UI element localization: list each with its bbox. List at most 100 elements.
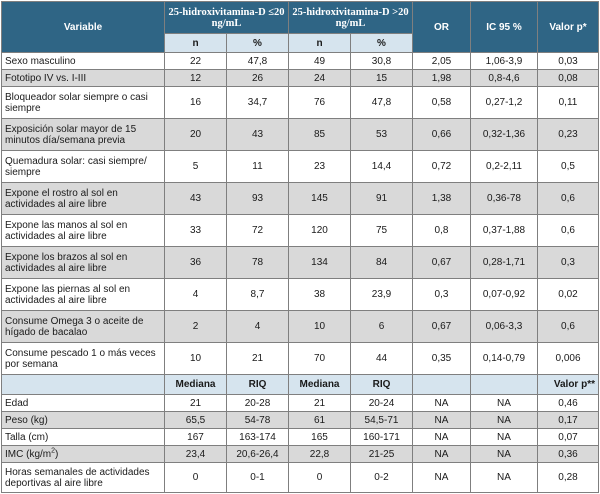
row-n-high: 145 <box>288 182 351 215</box>
table-row: Talla (cm) 167 163-174 165 160-171 NA NA… <box>1 428 599 446</box>
row-ic: 1,06-3,9 <box>470 52 538 70</box>
row-n-low: 36 <box>164 246 227 279</box>
imc-superscript: 2 <box>51 447 56 455</box>
row-n-high: 76 <box>288 86 351 119</box>
table-row: Consume pescado 1 o más veces por semana… <box>1 342 599 375</box>
row-pct-low: 26 <box>226 69 289 87</box>
row-pct-high: 91 <box>350 182 413 215</box>
row-ic: 0,36-78 <box>470 182 538 215</box>
table-row: Edad 21 20-28 21 20-24 NA NA 0,46 <box>1 394 599 412</box>
row-p: 0,006 <box>537 342 599 375</box>
table-row: Expone las piernas al sol en actividades… <box>1 278 599 311</box>
row-n-high: 24 <box>288 69 351 87</box>
row-pct-high: 15 <box>350 69 413 87</box>
row-pct-low: 4 <box>226 310 289 343</box>
row-riq-high: 160-171 <box>350 428 413 446</box>
row-ic: 0,06-3,3 <box>470 310 538 343</box>
row-pct-low: 93 <box>226 182 289 215</box>
row-pct-low: 43 <box>226 118 289 151</box>
table-row: Sexo masculino 22 47,8 49 30,8 2,05 1,06… <box>1 52 599 70</box>
row-p: 0,46 <box>537 394 599 412</box>
row-ic: 0,14-0,79 <box>470 342 538 375</box>
row-or: 1,98 <box>412 69 471 87</box>
row-p: 0,6 <box>537 182 599 215</box>
row-ic: 0,07-0,92 <box>470 278 538 311</box>
row-variable: Edad <box>1 394 165 412</box>
row-or: 0,67 <box>412 246 471 279</box>
row-pct-low: 47,8 <box>226 52 289 70</box>
row-pct-high: 14,4 <box>350 150 413 183</box>
row-pct-high: 47,8 <box>350 86 413 119</box>
row-p: 0,3 <box>537 246 599 279</box>
table-row: Bloqueador solar siempre o casi siempre … <box>1 86 599 119</box>
header-group-high: 25-hidroxivitamina-D >20 ng/mL <box>288 1 413 34</box>
row-p: 0,6 <box>537 214 599 247</box>
row-ic: 0,27-1,2 <box>470 86 538 119</box>
row-riq-low: 0-1 <box>226 462 289 493</box>
table-row: IMC (kg/m2) 23,4 20,6-26,4 22,8 21-25 NA… <box>1 445 599 463</box>
row-variable: Quemadura solar: casi siempre/ siempre <box>1 150 165 183</box>
row-p: 0,23 <box>537 118 599 151</box>
row-riq-low: 20-28 <box>226 394 289 412</box>
row-variable: Sexo masculino <box>1 52 165 70</box>
row-ic: NA <box>470 394 538 412</box>
row-pct-high: 30,8 <box>350 52 413 70</box>
row-or: 0,3 <box>412 278 471 311</box>
row-variable: Talla (cm) <box>1 428 165 446</box>
row-p: 0,36 <box>537 445 599 463</box>
row-variable: Expone el rostro al sol en actividades a… <box>1 182 165 215</box>
row-riq-low: 163-174 <box>226 428 289 446</box>
row-or: 2,05 <box>412 52 471 70</box>
table-row: Quemadura solar: casi siempre/ siempre 5… <box>1 150 599 183</box>
row-median-low: 0 <box>164 462 227 493</box>
row-riq-high: 21-25 <box>350 445 413 463</box>
row-pct-low: 11 <box>226 150 289 183</box>
row-p: 0,11 <box>537 86 599 119</box>
row-or: 0,8 <box>412 214 471 247</box>
subheader-median-low: Mediana <box>164 374 227 395</box>
row-variable-imc: IMC (kg/m2) <box>1 445 165 463</box>
subheader-blank <box>412 374 471 395</box>
row-variable: Bloqueador solar siempre o casi siempre <box>1 86 165 119</box>
row-variable: Expone las manos al sol en actividades a… <box>1 214 165 247</box>
table-row: Peso (kg) 65,5 54-78 61 54,5-71 NA NA 0,… <box>1 411 599 429</box>
subheader-blank <box>1 374 165 395</box>
subheader-pct-low: % <box>226 33 289 53</box>
row-n-low: 22 <box>164 52 227 70</box>
row-p: 0,17 <box>537 411 599 429</box>
row-ic: 0,8-4,6 <box>470 69 538 87</box>
row-pct-low: 72 <box>226 214 289 247</box>
row-or: NA <box>412 411 471 429</box>
row-variable: Exposición solar mayor de 15 minutos día… <box>1 118 165 151</box>
row-pct-high: 44 <box>350 342 413 375</box>
row-pct-high: 75 <box>350 214 413 247</box>
header-group-low: 25-hidroxivitamina-D ≤20 ng/mL <box>164 1 289 34</box>
table-row: Expone los brazos al sol en actividades … <box>1 246 599 279</box>
row-variable: Peso (kg) <box>1 411 165 429</box>
row-p: 0,6 <box>537 310 599 343</box>
row-pct-low: 21 <box>226 342 289 375</box>
row-pct-high: 84 <box>350 246 413 279</box>
row-variable: Horas semanales de actividades deportiva… <box>1 462 165 493</box>
row-riq-low: 54-78 <box>226 411 289 429</box>
subheader-p-median: Valor p** <box>537 374 599 395</box>
row-p: 0,28 <box>537 462 599 493</box>
row-or: NA <box>412 462 471 493</box>
row-riq-high: 20-24 <box>350 394 413 412</box>
row-n-high: 70 <box>288 342 351 375</box>
row-n-low: 20 <box>164 118 227 151</box>
row-p: 0,08 <box>537 69 599 87</box>
row-pct-high: 23,9 <box>350 278 413 311</box>
header-ic: IC 95 % <box>470 1 538 53</box>
row-median-high: 165 <box>288 428 351 446</box>
row-n-high: 120 <box>288 214 351 247</box>
imc-label: IMC (kg/m <box>5 448 52 460</box>
row-or: 0,66 <box>412 118 471 151</box>
row-ic: 0,2-2,11 <box>470 150 538 183</box>
subheader-riq-high: RIQ <box>350 374 413 395</box>
row-median-low: 21 <box>164 394 227 412</box>
row-n-low: 43 <box>164 182 227 215</box>
row-riq-high: 54,5-71 <box>350 411 413 429</box>
